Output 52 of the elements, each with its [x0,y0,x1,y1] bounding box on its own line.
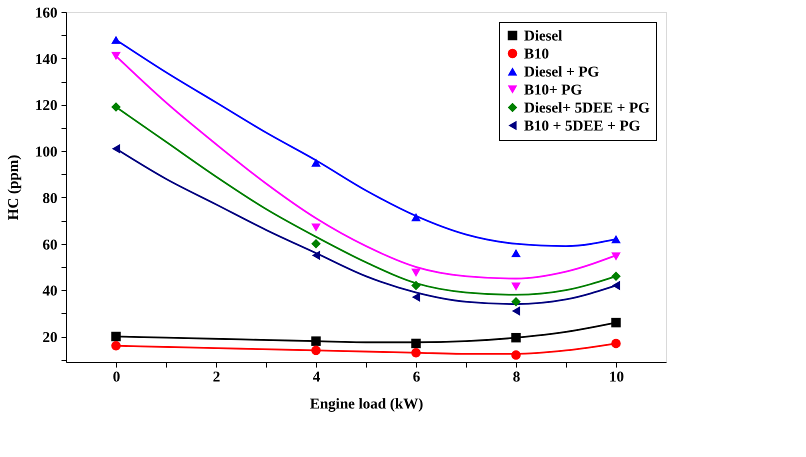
legend-label: B10 [524,46,550,62]
point [111,332,121,342]
point [112,144,120,154]
point [311,223,321,232]
point [111,52,121,60]
x-tick-label: 2 [212,370,220,386]
point [411,348,421,358]
point [412,292,420,302]
y-tick-label: 100 [35,144,58,161]
legend-label: B10 + 5DEE + PG [524,118,641,134]
legend-label: Diesel + PG [524,64,600,80]
point [611,338,621,348]
legend-label: Diesel+ 5DEE + PG [524,100,650,116]
y-tick-label: 120 [35,98,58,114]
point [311,336,321,346]
point [511,332,521,342]
y-tick-label: 140 [35,52,58,68]
point [611,271,621,281]
x-axis-title: Engine load (kW) [310,396,424,412]
legend-label: B10+ PG [524,82,582,98]
point [611,318,621,328]
point [511,296,521,306]
y-axis-title: HC (ppm) [6,154,22,220]
y-tick-label: 160 [35,6,58,22]
y-tick-label: 80 [42,190,58,207]
x-tick-label: 6 [412,370,421,386]
point [311,158,321,167]
x-tick-label: 0 [112,370,120,386]
y-tick-label: 60 [42,237,58,254]
x-tick-label: 4 [312,370,321,386]
point [612,280,620,290]
x-tick-label: 10 [609,370,624,386]
point [411,338,421,348]
point [511,350,521,360]
point [311,346,321,356]
point [111,341,121,351]
point [611,252,621,261]
legend-label: Diesel [524,28,562,44]
point [312,250,320,260]
y-tick-label: 40 [42,284,58,300]
point [311,239,321,249]
x-tick-label: 8 [512,370,520,386]
point [511,282,521,291]
point [411,268,421,277]
point [411,213,421,222]
point [411,280,421,290]
point [511,248,521,258]
y-tick-label: 20 [42,330,58,346]
point [611,235,621,244]
point [111,102,121,112]
point [111,36,121,44]
point [512,306,520,316]
